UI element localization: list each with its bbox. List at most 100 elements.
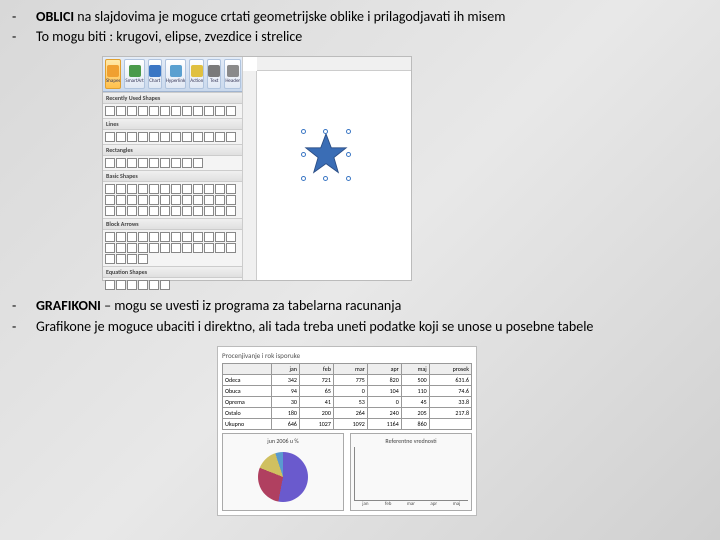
- shape-thumb[interactable]: [193, 206, 203, 216]
- resize-handle[interactable]: [301, 152, 306, 157]
- shape-thumb[interactable]: [127, 232, 137, 242]
- shape-thumb[interactable]: [193, 158, 203, 168]
- shape-thumb[interactable]: [105, 206, 115, 216]
- shape-thumb[interactable]: [193, 232, 203, 242]
- shape-thumb[interactable]: [215, 184, 225, 194]
- ribbon-button[interactable]: Text: [207, 59, 221, 89]
- star-shape[interactable]: [304, 132, 348, 178]
- shape-thumb[interactable]: [105, 158, 115, 168]
- shape-thumb[interactable]: [149, 132, 159, 142]
- shape-thumb[interactable]: [193, 132, 203, 142]
- shape-thumb[interactable]: [204, 232, 214, 242]
- resize-handle[interactable]: [346, 129, 351, 134]
- shape-thumb[interactable]: [127, 184, 137, 194]
- shape-thumb[interactable]: [182, 195, 192, 205]
- shape-thumb[interactable]: [149, 106, 159, 116]
- shape-thumb[interactable]: [193, 106, 203, 116]
- shape-thumb[interactable]: [138, 232, 148, 242]
- shape-thumb[interactable]: [215, 132, 225, 142]
- shape-thumb[interactable]: [138, 184, 148, 194]
- shape-thumb[interactable]: [182, 206, 192, 216]
- shape-thumb[interactable]: [171, 106, 181, 116]
- shape-thumb[interactable]: [149, 232, 159, 242]
- shape-thumb[interactable]: [127, 243, 137, 253]
- shape-thumb[interactable]: [226, 232, 236, 242]
- shape-thumb[interactable]: [160, 232, 170, 242]
- shape-thumb[interactable]: [204, 243, 214, 253]
- shape-thumb[interactable]: [138, 254, 148, 264]
- shape-thumb[interactable]: [149, 184, 159, 194]
- shape-thumb[interactable]: [116, 254, 126, 264]
- resize-handle[interactable]: [323, 176, 328, 181]
- shape-thumb[interactable]: [138, 206, 148, 216]
- resize-handle[interactable]: [323, 129, 328, 134]
- shape-thumb[interactable]: [204, 184, 214, 194]
- ribbon-button[interactable]: SmartArt: [124, 59, 144, 89]
- shape-thumb[interactable]: [116, 206, 126, 216]
- ribbon-button[interactable]: Header: [224, 59, 241, 89]
- shape-thumb[interactable]: [105, 106, 115, 116]
- shape-thumb[interactable]: [149, 195, 159, 205]
- shape-thumb[interactable]: [182, 158, 192, 168]
- shape-thumb[interactable]: [116, 243, 126, 253]
- shape-thumb[interactable]: [215, 106, 225, 116]
- shape-thumb[interactable]: [226, 132, 236, 142]
- shape-thumb[interactable]: [116, 158, 126, 168]
- shape-thumb[interactable]: [105, 243, 115, 253]
- shape-thumb[interactable]: [171, 232, 181, 242]
- shape-thumb[interactable]: [160, 184, 170, 194]
- resize-handle[interactable]: [301, 176, 306, 181]
- shape-thumb[interactable]: [127, 280, 137, 290]
- shape-thumb[interactable]: [193, 243, 203, 253]
- shape-thumb[interactable]: [138, 195, 148, 205]
- shape-thumb[interactable]: [127, 254, 137, 264]
- shape-thumb[interactable]: [204, 106, 214, 116]
- shape-thumb[interactable]: [160, 132, 170, 142]
- shape-thumb[interactable]: [171, 158, 181, 168]
- shape-thumb[interactable]: [182, 232, 192, 242]
- shape-thumb[interactable]: [105, 280, 115, 290]
- shape-thumb[interactable]: [138, 280, 148, 290]
- shape-thumb[interactable]: [138, 243, 148, 253]
- shape-thumb[interactable]: [204, 195, 214, 205]
- shape-thumb[interactable]: [127, 132, 137, 142]
- shape-thumb[interactable]: [105, 132, 115, 142]
- shape-thumb[interactable]: [171, 132, 181, 142]
- shape-thumb[interactable]: [215, 206, 225, 216]
- ribbon-button[interactable]: Shapes: [105, 59, 121, 89]
- shape-thumb[interactable]: [105, 232, 115, 242]
- shape-thumb[interactable]: [116, 232, 126, 242]
- shape-thumb[interactable]: [116, 132, 126, 142]
- shape-thumb[interactable]: [160, 280, 170, 290]
- shape-thumb[interactable]: [160, 195, 170, 205]
- shape-thumb[interactable]: [226, 195, 236, 205]
- shape-thumb[interactable]: [226, 243, 236, 253]
- shape-thumb[interactable]: [138, 132, 148, 142]
- shape-thumb[interactable]: [149, 206, 159, 216]
- resize-handle[interactable]: [346, 176, 351, 181]
- shape-thumb[interactable]: [105, 254, 115, 264]
- shape-thumb[interactable]: [182, 243, 192, 253]
- shape-thumb[interactable]: [116, 184, 126, 194]
- shape-thumb[interactable]: [215, 243, 225, 253]
- shape-thumb[interactable]: [138, 106, 148, 116]
- shape-thumb[interactable]: [116, 106, 126, 116]
- shape-thumb[interactable]: [226, 106, 236, 116]
- shape-thumb[interactable]: [116, 280, 126, 290]
- shape-thumb[interactable]: [182, 184, 192, 194]
- shape-thumb[interactable]: [171, 206, 181, 216]
- shape-thumb[interactable]: [149, 243, 159, 253]
- resize-handle[interactable]: [301, 129, 306, 134]
- shape-thumb[interactable]: [105, 195, 115, 205]
- shape-thumb[interactable]: [215, 195, 225, 205]
- shape-thumb[interactable]: [127, 195, 137, 205]
- ribbon-button[interactable]: Chart: [148, 59, 162, 89]
- shape-thumb[interactable]: [127, 106, 137, 116]
- shape-thumb[interactable]: [226, 184, 236, 194]
- shape-thumb[interactable]: [105, 184, 115, 194]
- shape-thumb[interactable]: [182, 106, 192, 116]
- shape-thumb[interactable]: [204, 132, 214, 142]
- shape-thumb[interactable]: [160, 158, 170, 168]
- shape-thumb[interactable]: [127, 158, 137, 168]
- shape-thumb[interactable]: [116, 195, 126, 205]
